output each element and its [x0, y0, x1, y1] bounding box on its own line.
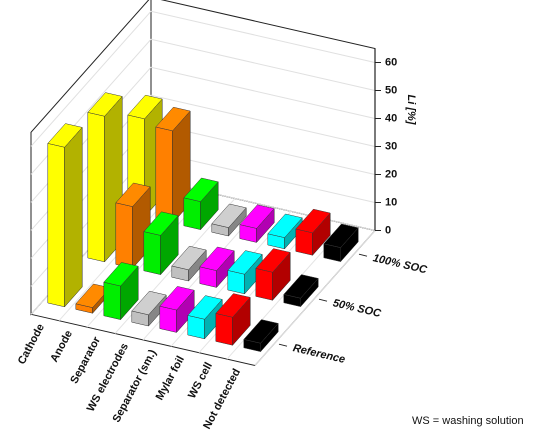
- bar: [323, 223, 359, 263]
- bar: [159, 286, 195, 334]
- bar-front: [87, 112, 105, 263]
- bar-top: [283, 274, 319, 299]
- bar: [183, 177, 219, 231]
- floor-grid: [254, 230, 376, 366]
- bar-top: [131, 290, 167, 316]
- y-tick-label: 10: [385, 196, 397, 208]
- bar-front: [295, 228, 313, 256]
- bar-side: [64, 126, 83, 308]
- bar-top: [183, 177, 219, 202]
- y-tick-label: 40: [385, 112, 397, 124]
- bar: [295, 208, 331, 256]
- bar-top: [187, 295, 223, 320]
- bar-front: [143, 231, 161, 275]
- bar-top: [239, 204, 275, 229]
- y-tick-label: 50: [385, 84, 397, 96]
- bar-top: [159, 286, 195, 311]
- bar-top: [171, 245, 207, 271]
- bar-top: [267, 213, 303, 238]
- row-label: 100% SOC: [372, 252, 429, 276]
- bar: [267, 213, 303, 250]
- bar: [215, 293, 251, 346]
- y-axis-label: Li [%]: [405, 95, 417, 125]
- bar-top: [87, 92, 123, 117]
- bar-front: [47, 143, 65, 308]
- bar-front: [155, 126, 173, 224]
- bar-top: [323, 223, 359, 248]
- bar: [143, 211, 179, 276]
- bar-front: [215, 313, 233, 346]
- bar: [243, 319, 279, 353]
- bar-top: [243, 319, 279, 344]
- x-tick-label: WS cell: [186, 360, 215, 400]
- bar: [103, 262, 139, 321]
- bar-front: [159, 305, 177, 333]
- bar: [187, 295, 223, 340]
- bar-top: [199, 246, 235, 271]
- x-tick-label: Mylar foil: [154, 354, 187, 402]
- x-tick-label: Cathode: [16, 322, 47, 366]
- bar-top: [295, 208, 331, 234]
- bar: [227, 250, 263, 295]
- z-tick: [318, 298, 328, 302]
- z-tick: [278, 343, 288, 347]
- bar-front: [183, 197, 201, 230]
- bar: [211, 203, 247, 237]
- bar-top: [227, 250, 263, 275]
- y-tick-label: 20: [385, 168, 397, 180]
- y-tick-label: 60: [385, 56, 397, 68]
- bar: [255, 248, 291, 301]
- bar-top: [127, 94, 163, 120]
- bar-top: [211, 203, 247, 228]
- bar: [131, 290, 167, 327]
- grid-line: [30, 10, 376, 147]
- bar: [171, 245, 207, 282]
- bar: [199, 246, 235, 289]
- bar: [155, 106, 191, 224]
- bar-top: [115, 182, 151, 207]
- z-tick: [358, 253, 368, 257]
- bar-front: [115, 202, 133, 269]
- bar-top: [143, 211, 179, 236]
- bar-front: [103, 281, 121, 320]
- y-tick-label: 30: [385, 140, 397, 152]
- bar: [283, 274, 319, 308]
- bar-top: [103, 262, 139, 287]
- row-label: Reference: [292, 342, 347, 366]
- y-tick-label: 0: [385, 224, 391, 236]
- footnote: WS = washing solution: [412, 415, 524, 427]
- bar-top: [255, 248, 291, 273]
- bar: [239, 204, 275, 244]
- bar-top: [215, 293, 251, 318]
- bar-top: [155, 106, 191, 132]
- x-tick-label: Separator: [68, 334, 103, 386]
- bar: [47, 123, 83, 308]
- x-tick-label: Anode: [48, 328, 75, 364]
- bar-front: [255, 268, 273, 301]
- bar-top: [47, 123, 83, 148]
- row-label: 50% SOC: [332, 297, 383, 320]
